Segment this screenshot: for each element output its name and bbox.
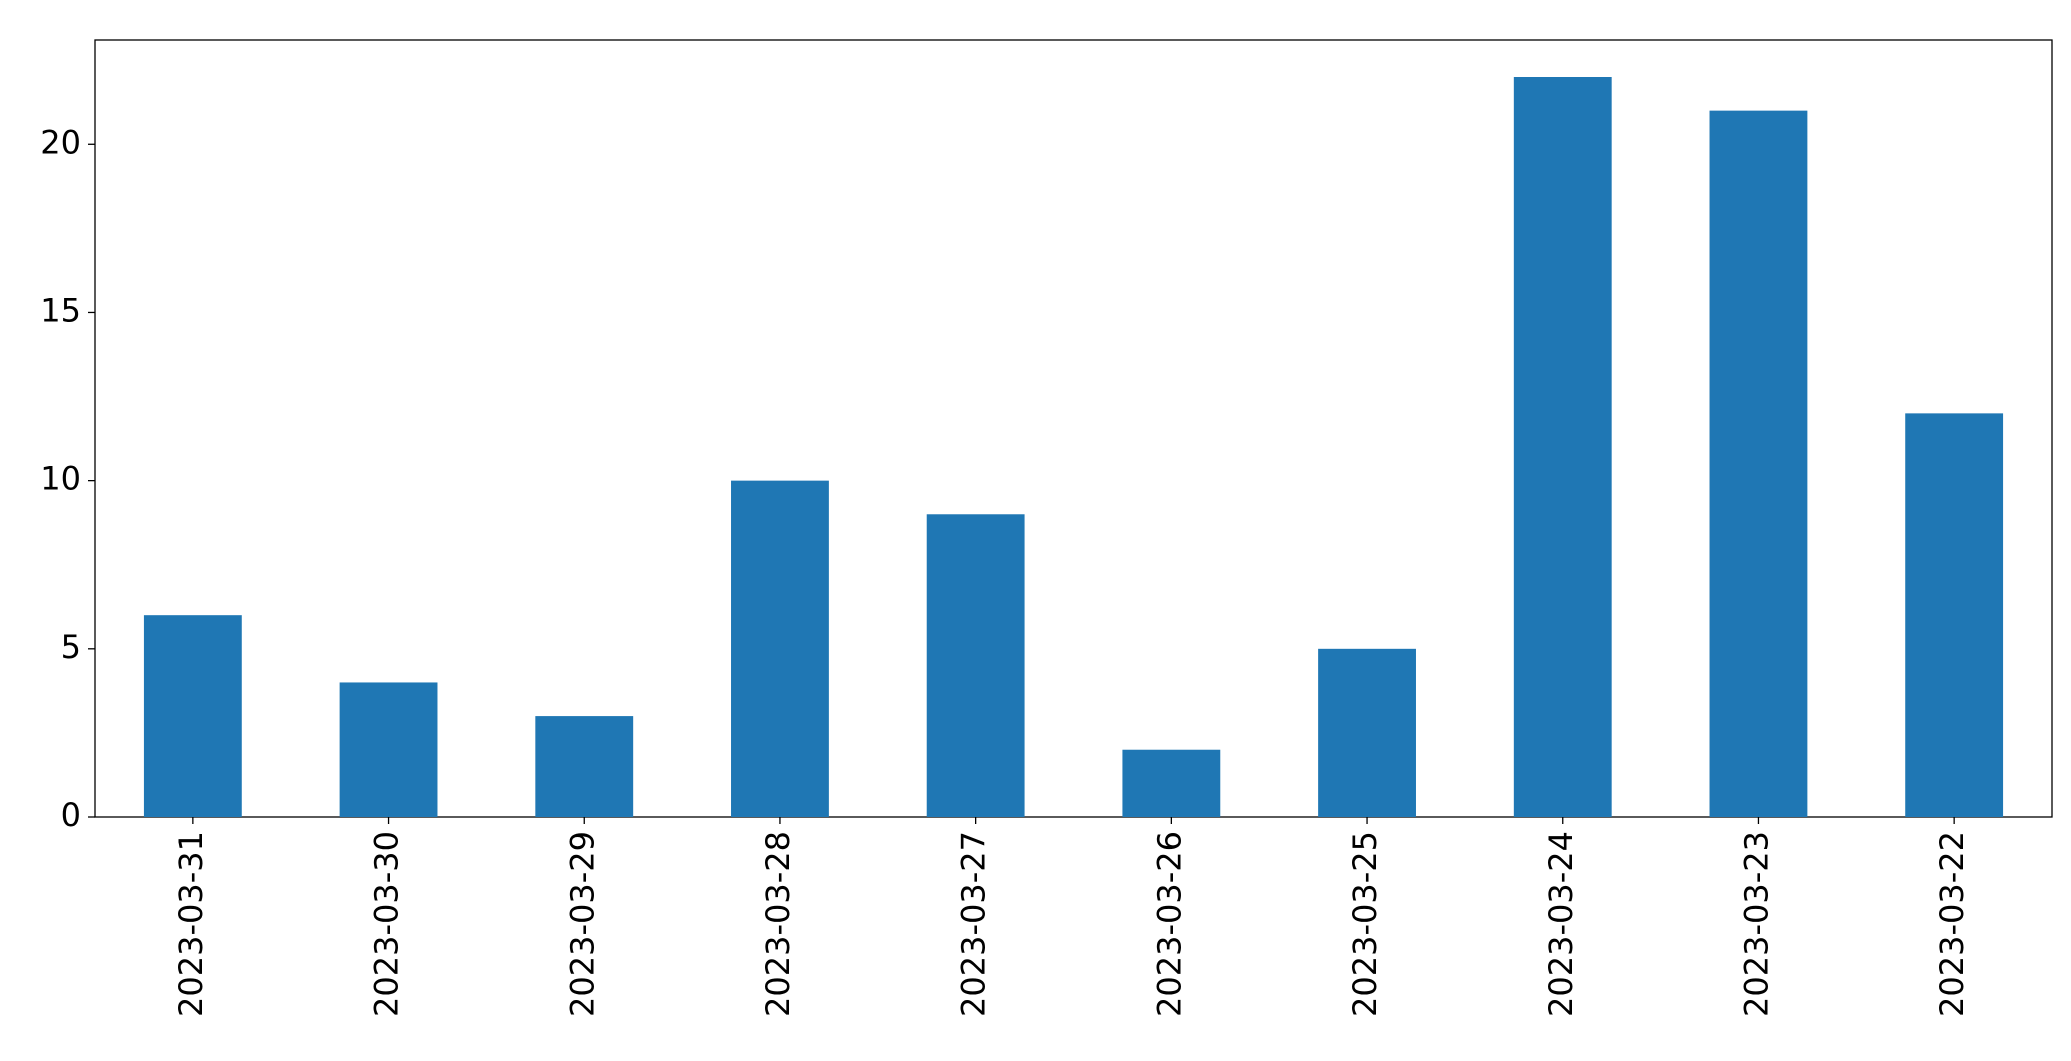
bar [926,514,1025,817]
bar [1709,110,1808,818]
x-tick-label: 2023-03-31 [172,831,210,1017]
x-tick-label: 2023-03-29 [563,831,601,1017]
bar [143,615,242,817]
y-tick-label: 20 [40,123,81,161]
bar [535,716,634,817]
bar [1905,413,2004,817]
x-tick-label: 2023-03-23 [1737,831,1775,1017]
bar [1513,77,1612,817]
y-tick-label: 15 [40,291,81,329]
x-tick-label: 2023-03-26 [1150,831,1188,1017]
bar [731,480,829,817]
x-tick-label: 2023-03-24 [1542,831,1580,1017]
x-tick-label: 2023-03-28 [759,831,797,1017]
y-tick-label: 0 [61,796,81,834]
y-tick-label: 5 [61,628,81,666]
bar [339,682,438,817]
x-tick-label: 2023-03-25 [1346,831,1384,1017]
plot-frame [94,39,2053,818]
bar [1318,648,1416,817]
bar [1122,749,1221,817]
x-tick-label: 2023-03-22 [1933,831,1971,1017]
x-tick-label: 2023-03-30 [368,831,406,1017]
x-tick-label: 2023-03-27 [955,831,993,1017]
y-tick-label: 10 [40,460,81,498]
